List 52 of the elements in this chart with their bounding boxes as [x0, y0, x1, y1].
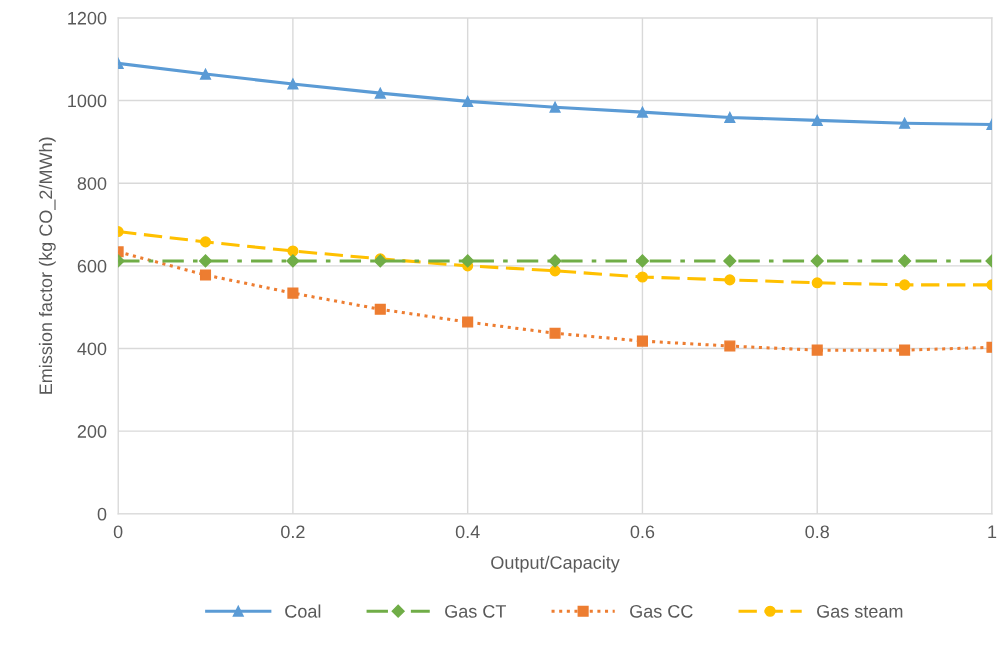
point	[287, 78, 299, 90]
point	[199, 236, 212, 248]
x-tick-label: 0.8	[805, 525, 829, 539]
point	[723, 254, 737, 268]
point	[199, 269, 212, 281]
point	[811, 277, 823, 289]
point	[199, 68, 212, 80]
point	[549, 101, 561, 113]
point	[898, 254, 912, 268]
point	[287, 287, 299, 299]
legend-label: Gas steam	[817, 604, 903, 618]
point	[549, 327, 561, 339]
point	[899, 117, 911, 129]
x-axis-title: Output/Capacity	[491, 555, 620, 573]
y-tick-label: 0	[97, 507, 107, 521]
x-tick-label: 0.2	[281, 525, 305, 539]
point	[287, 245, 299, 257]
point	[635, 254, 650, 268]
legend-label: Gas CC	[630, 604, 693, 618]
point	[636, 335, 648, 347]
point	[198, 254, 213, 268]
y-tick-label: 200	[77, 425, 107, 438]
x-tick-label: 1	[988, 525, 997, 539]
point	[899, 344, 911, 356]
point	[899, 279, 911, 291]
point	[374, 87, 386, 99]
y-tick-label: 1200	[68, 11, 107, 25]
point	[461, 254, 475, 268]
x-tick-label: 0.4	[455, 525, 480, 539]
x-tick-label: 0	[113, 525, 123, 539]
point	[548, 254, 562, 268]
legend-label: Coal	[285, 604, 321, 618]
point	[811, 344, 823, 356]
y-tick-label: 600	[77, 259, 107, 273]
point	[374, 303, 386, 315]
point	[549, 265, 561, 277]
point	[636, 271, 648, 283]
y-tick-label: 400	[77, 342, 107, 356]
point	[636, 106, 648, 118]
y-axis-title: Emission factor (kg CO_2/MWh)	[38, 137, 56, 394]
point	[462, 316, 474, 328]
legend-label: Gas CT	[445, 604, 506, 618]
y-tick-label: 800	[77, 177, 107, 190]
point	[811, 114, 823, 126]
point	[286, 254, 300, 268]
point	[724, 340, 736, 352]
point	[724, 111, 736, 124]
y-tick-label: 1000	[68, 94, 107, 108]
point	[462, 95, 474, 107]
point	[724, 274, 736, 286]
x-tick-label: 0.6	[630, 525, 655, 539]
point	[810, 254, 824, 268]
